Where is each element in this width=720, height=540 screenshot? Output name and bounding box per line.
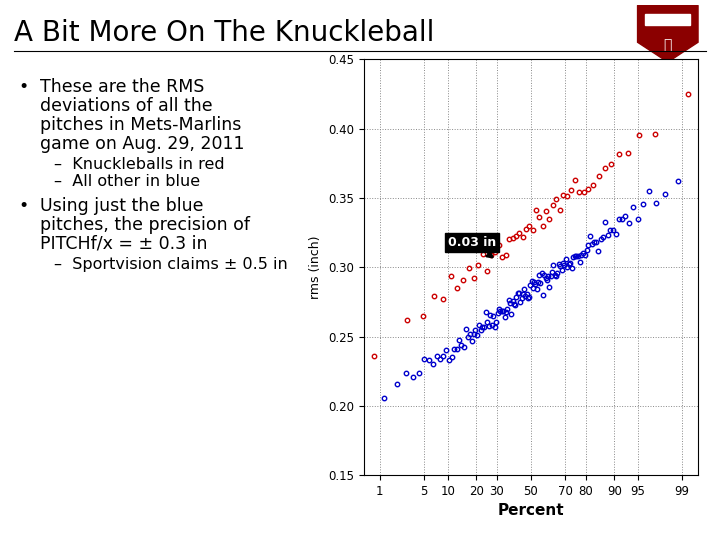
Text: –  All other in blue: – All other in blue [54,174,200,189]
Text: Using just the blue: Using just the blue [40,197,203,215]
X-axis label: Percent: Percent [498,503,564,518]
Polygon shape [638,5,698,62]
Text: •: • [18,78,28,96]
Text: 0.03 in: 0.03 in [448,236,496,257]
Text: pitches, the precision of: pitches, the precision of [40,216,250,234]
Text: –  Knuckleballs in red: – Knuckleballs in red [54,157,225,172]
Text: A Bit More On The Knuckleball: A Bit More On The Knuckleball [14,19,435,47]
Y-axis label: rms (inch): rms (inch) [310,235,323,299]
Text: deviations of all the: deviations of all the [40,97,212,115]
Text: •: • [18,197,28,215]
Text: –  Sportvision claims ± 0.5 in: – Sportvision claims ± 0.5 in [54,256,288,272]
Text: 🦅: 🦅 [664,38,672,52]
Text: game on Aug. 29, 2011: game on Aug. 29, 2011 [40,135,244,153]
Text: These are the RMS: These are the RMS [40,78,204,96]
Bar [645,14,690,25]
Text: pitches in Mets-Marlins: pitches in Mets-Marlins [40,116,241,134]
Text: PITCHf/x = ± 0.3 in: PITCHf/x = ± 0.3 in [40,235,207,253]
